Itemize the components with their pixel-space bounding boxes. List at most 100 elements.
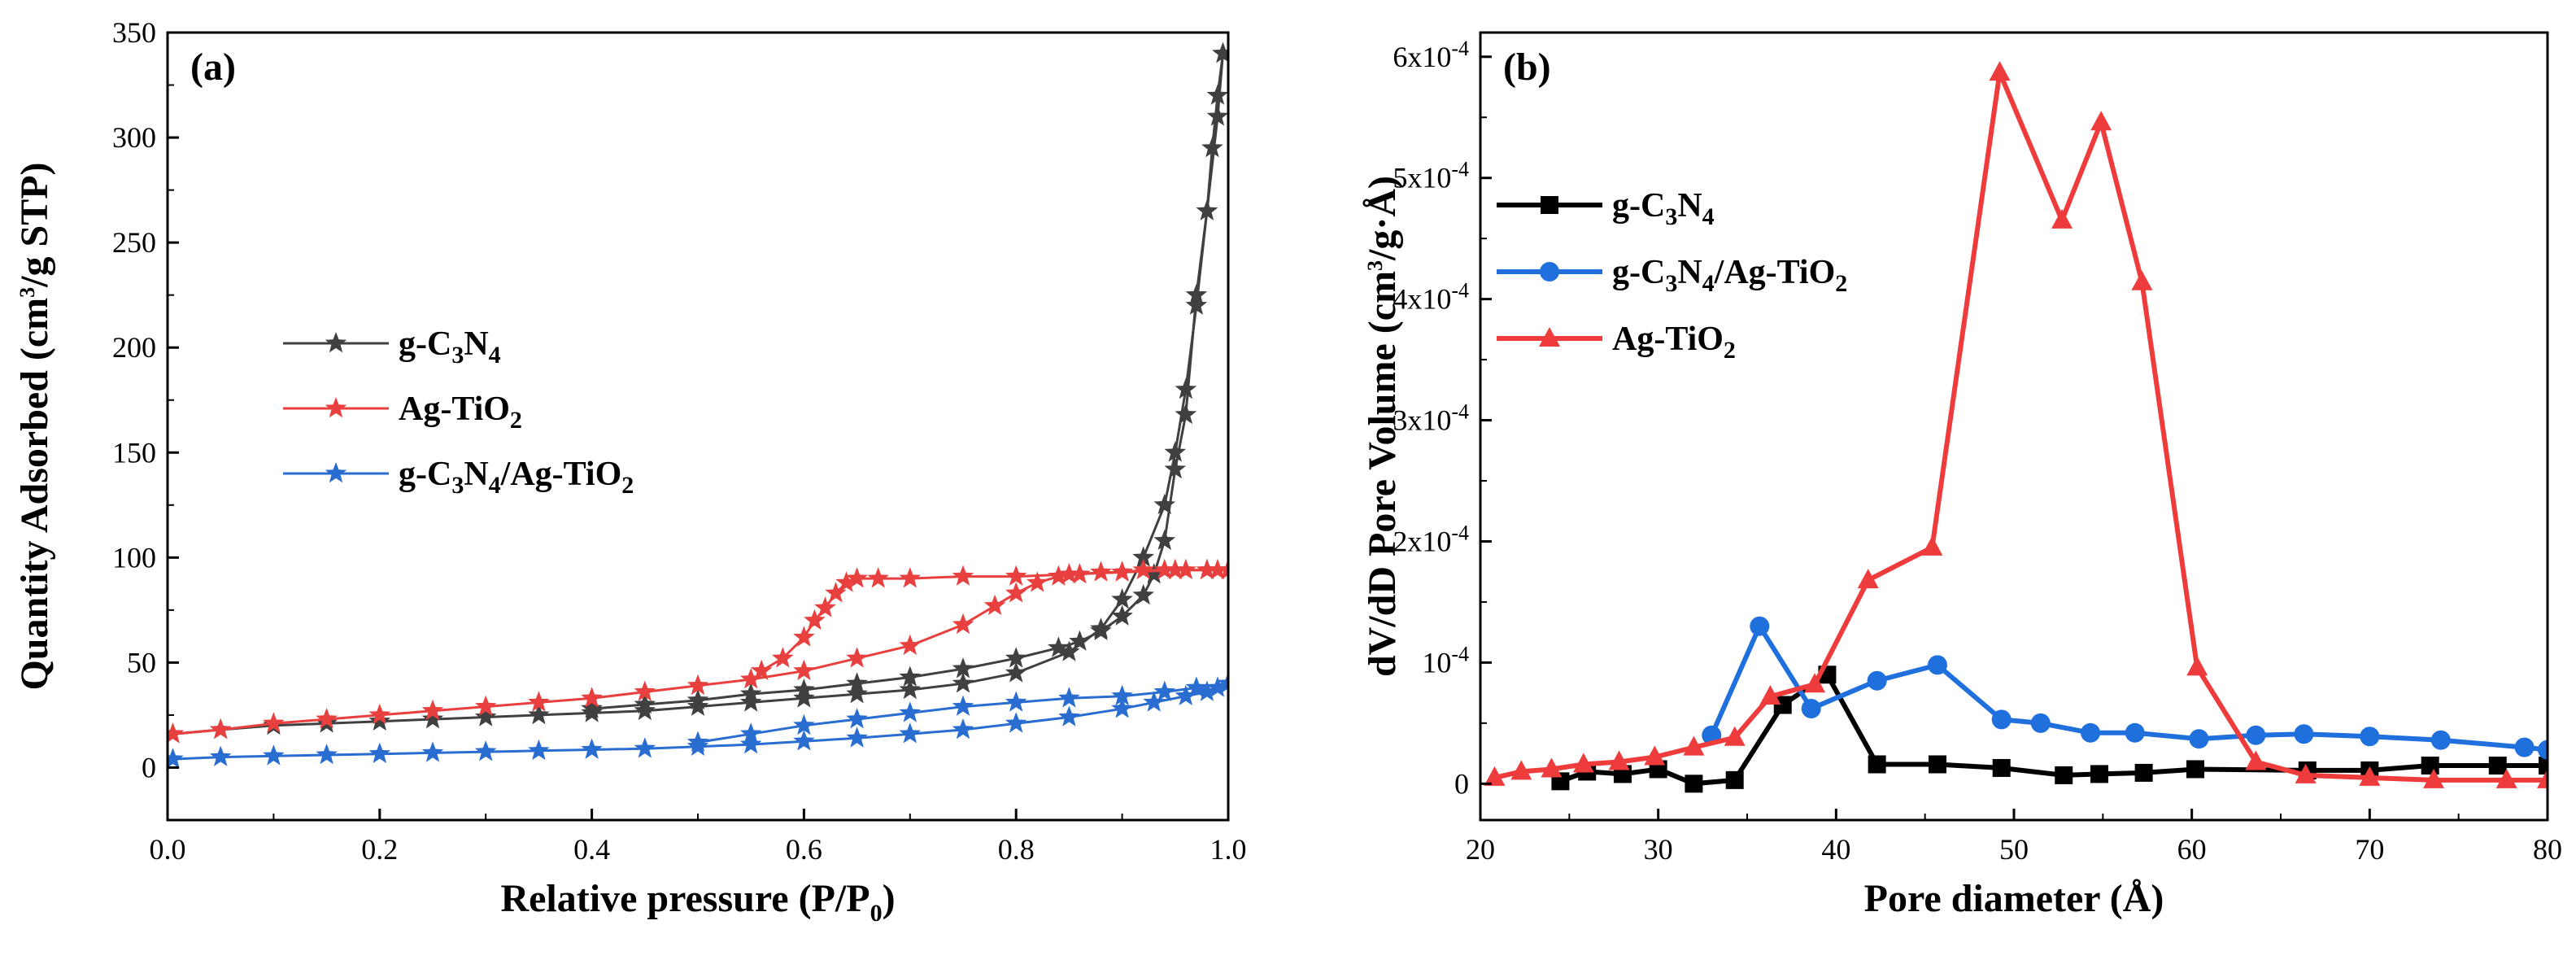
x-tick-label: 40 <box>1821 833 1850 866</box>
data-point-Ag-TiO2 <box>1724 726 1746 746</box>
data-point-Ag-TiO2 <box>825 582 847 603</box>
data-point-g-C3N4 <box>739 683 762 704</box>
data-point-Ag-TiO2 <box>528 691 550 712</box>
data-point-g-C3N4/Ag-TiO2 <box>1005 691 1027 712</box>
data-point-Ag-TiO2 <box>2295 763 2317 783</box>
data-point-g-C3N4/Ag-TiO2 <box>1867 670 1887 691</box>
x-axis-title-text: ) <box>883 877 896 920</box>
legend-label-subscript: 2 <box>510 407 522 434</box>
x-tick-label: 0.4 <box>573 833 610 866</box>
data-point-g-C3N4 <box>2055 766 2073 784</box>
data-point-Ag-TiO2 <box>2423 768 2445 788</box>
x-axis-title-subscript: 0 <box>870 900 883 927</box>
data-point-g-C3N4 <box>1928 755 1946 774</box>
data-point-g-C3N4 <box>1185 283 1208 304</box>
y-tick-label-text: 350 <box>112 16 156 49</box>
y-tick-label-text: 2x10 <box>1393 525 1451 557</box>
data-point-Ag-TiO2 <box>316 708 338 729</box>
legend-label: g-C3N4/Ag-TiO2 <box>1612 254 1847 297</box>
data-point-g-C3N4 <box>1212 41 1228 63</box>
data-point-Ag-TiO2 <box>814 596 836 617</box>
data-point-g-C3N4/Ag-TiO2 <box>2430 730 2451 750</box>
data-point-Ag-TiO2 <box>686 674 709 696</box>
data-point-g-C3N4 <box>634 693 656 714</box>
y-tick-label-text: 300 <box>112 121 156 154</box>
data-point-g-C3N4 <box>686 695 709 716</box>
data-point-g-C3N4/Ag-TiO2 <box>846 727 868 748</box>
y-tick-label: 250 <box>112 226 156 259</box>
panel-label: (a) <box>190 46 236 89</box>
data-point-g-C3N4 <box>1143 563 1165 584</box>
data-point-Ag-TiO2 <box>1572 753 1594 773</box>
data-point-Ag-TiO2 <box>2051 208 2073 229</box>
x-tick-label: 1.0 <box>1210 833 1247 866</box>
data-point-g-C3N4/Ag-TiO2 <box>1750 616 1770 636</box>
data-point-g-C3N4 <box>793 679 815 700</box>
data-point-g-C3N4 <box>581 697 603 718</box>
legend-label-text: g-C <box>1612 254 1665 291</box>
legend-item-g-C3N4/Ag-TiO2: g-C3N4/Ag-TiO2 <box>283 456 634 499</box>
y-axis-title-text: /g STP) <box>13 162 56 287</box>
data-point-g-C3N4/Ag-TiO2 <box>421 741 444 762</box>
data-point-g-C3N4/Ag-TiO2 <box>1111 697 1133 718</box>
data-point-Ag-TiO2 <box>634 680 656 701</box>
series-g-C3N4 <box>168 41 1228 744</box>
data-point-Ag-TiO2 <box>867 567 889 588</box>
data-point-g-C3N4/Ag-TiO2 <box>1058 705 1080 727</box>
legend-item-g-C3N4: g-C3N4 <box>1497 187 1715 230</box>
data-point-Ag-TiO2 <box>581 687 603 708</box>
data-point-g-C3N4 <box>1132 583 1154 605</box>
data-point-g-C3N4/Ag-TiO2 <box>846 708 868 729</box>
y-tick-label: 300 <box>112 121 156 154</box>
data-point-g-C3N4/Ag-TiO2 <box>581 738 603 759</box>
y-tick-label: 50 <box>127 646 156 679</box>
y-tick-label-text: 3x10 <box>1393 404 1451 437</box>
legend-label-text: g-C <box>399 325 451 363</box>
data-point-g-C3N4 <box>1206 105 1228 126</box>
x-tick-label: 20 <box>1466 833 1495 866</box>
data-point-g-C3N4 <box>1111 604 1133 626</box>
data-point-Ag-TiO2 <box>1510 760 1532 780</box>
data-point-g-C3N4/Ag-TiO2 <box>1111 684 1133 705</box>
data-point-Ag-TiO2 <box>474 695 497 716</box>
data-point-g-C3N4/Ag-TiO2 <box>793 713 815 735</box>
data-point-Ag-TiO2 <box>1608 750 1630 770</box>
data-point-g-C3N4 <box>2186 760 2205 779</box>
chart-panel-a: 0.0 0.2 0.4 0.6 0.8 1.0 0 50 100 150 200 250 300 350 (… <box>13 16 1247 927</box>
legend-label: g-C3N4/Ag-TiO2 <box>399 456 634 499</box>
data-point-g-C3N4/Ag-TiO2 <box>474 740 497 761</box>
data-point-g-C3N4 <box>2421 756 2439 775</box>
panel-label: (b) <box>1503 46 1551 89</box>
data-point-Ag-TiO2 <box>1989 61 2011 81</box>
data-point-g-C3N4 <box>952 672 974 693</box>
data-point-Ag-TiO2 <box>263 712 285 733</box>
legend-label-text: Ag-TiO <box>1612 321 1724 358</box>
legend-label-text: N <box>1677 254 1702 291</box>
data-point-Ag-TiO2 <box>168 722 184 744</box>
plot-frame <box>1479 31 2549 822</box>
y-axis-title-superscript: 3 <box>15 287 39 298</box>
data-point-Ag-TiO2 <box>1058 563 1080 584</box>
x-tick-label: 80 <box>2533 833 2562 866</box>
data-point-Ag-TiO2 <box>1026 571 1048 592</box>
y-tick-label-text: 200 <box>112 331 156 364</box>
legend-label-subscript: 2 <box>1835 270 1847 297</box>
data-point-g-C3N4 <box>1111 588 1133 609</box>
data-point-g-C3N4/Ag-TiO2 <box>952 718 974 740</box>
data-point-Ag-TiO2 <box>1196 558 1218 580</box>
data-point-g-C3N4 <box>1196 199 1218 220</box>
x-axis-title-text: Pore diameter (Å) <box>1864 877 2164 920</box>
data-point-Ag-TiO2 <box>793 659 815 681</box>
data-point-g-C3N4/Ag-TiO2 <box>1153 680 1176 701</box>
data-point-g-C3N4 <box>1164 441 1187 462</box>
legend-label-text: N <box>464 325 488 363</box>
legend-label-text: g-C <box>399 456 451 493</box>
legend-label-subscript: 4 <box>489 342 501 369</box>
series-Ag-TiO2 <box>1484 61 2548 788</box>
data-point-Ag-TiO2 <box>2186 656 2208 676</box>
data-point-Ag-TiO2 <box>2495 768 2517 788</box>
data-point-g-C3N4/Ag-TiO2 <box>1217 672 1228 693</box>
y-tick-label-text: 100 <box>112 541 156 574</box>
